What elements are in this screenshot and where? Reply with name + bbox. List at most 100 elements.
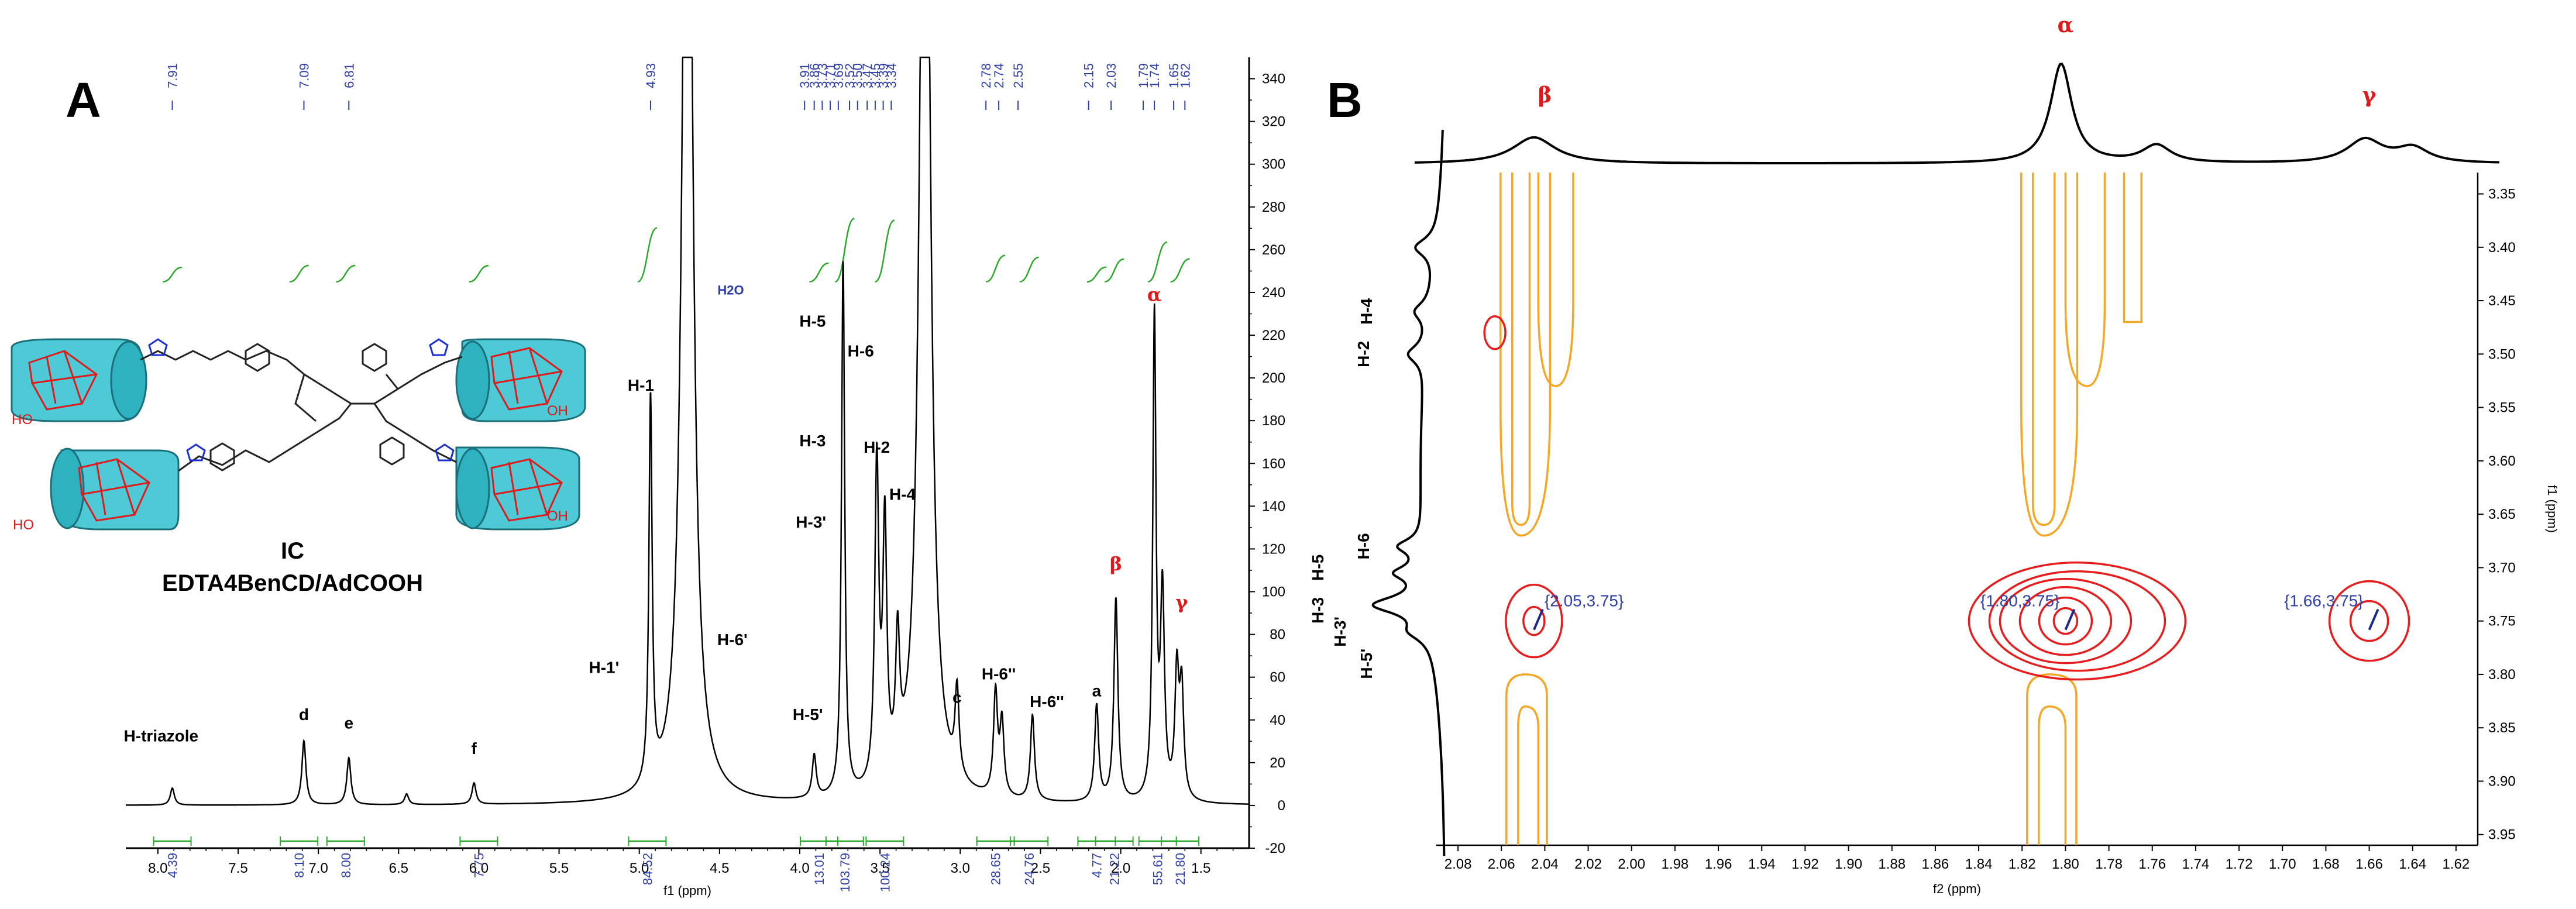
left-projection-label: H-2 <box>1354 341 1373 367</box>
peak-pick-value: 2.74 <box>992 63 1006 88</box>
integral-curve <box>809 262 829 283</box>
spectrum-a-axes: 8.0 7.5 7.0 6.5 6.0 5.5 5.0 4.5 4.0 3.5 3.0 2.5 2.0 1… <box>126 57 1285 898</box>
peak-assignment-label: H-3 <box>799 432 826 450</box>
peak-pick-value: 1.62 <box>1178 63 1192 88</box>
top-projection-label: γ <box>2362 83 2376 108</box>
x-tick-label: 8.0 <box>148 860 167 876</box>
y-tick-label: 300 <box>1262 157 1285 173</box>
y-tick-label: 200 <box>1262 370 1285 386</box>
integral-value: 8.10 <box>292 853 307 878</box>
cross-peak-label: {2.05,3.75} <box>1545 592 1624 610</box>
y-tick-label: 320 <box>1262 114 1285 130</box>
integral-curve <box>162 266 183 283</box>
x-tick-label: 1.90 <box>1835 856 1862 872</box>
integral-curve <box>985 254 1006 283</box>
y-tick-label: 3.95 <box>2488 827 2516 843</box>
x-tick-label: 1.5 <box>1191 860 1210 876</box>
peak-pick-value: 3.47 <box>860 63 875 88</box>
cross-peak-label: {1.80,3.75} <box>1980 592 2059 610</box>
integral-values: 4.39 8.10 8.00 7.75 84.52 13.01 103.79 100.24 28… <box>153 836 1200 892</box>
x-tick-label: 1.88 <box>1878 856 1906 872</box>
integral-value: 24.76 <box>1022 853 1037 885</box>
x-tick-label: 2.08 <box>1445 856 1472 872</box>
y-tick-label: 3.70 <box>2488 560 2516 576</box>
y-tick-label: 3.50 <box>2488 346 2516 362</box>
integral-curve <box>1086 266 1107 283</box>
x-tick-label: 7.5 <box>228 860 247 876</box>
cross-peak-labels: {2.05,3.75} {1.80,3.75} {1.66,3.75} <box>1533 592 2379 631</box>
top-projection-label: β <box>1538 83 1552 108</box>
integral-curve <box>637 227 658 283</box>
left-projection-label: H-4 <box>1357 298 1375 325</box>
peak-pick-value: 2.03 <box>1104 63 1119 88</box>
x-tick-label: 1.80 <box>2052 856 2079 872</box>
x-tick-label: 5.0 <box>630 860 649 876</box>
spectrum-trace-line <box>126 56 1249 806</box>
positive-contour <box>1483 315 1507 350</box>
y-tick-label: 3.40 <box>2488 240 2516 256</box>
peak-pick-value: 1.74 <box>1147 63 1162 88</box>
peak-assignment-label: e <box>344 714 353 732</box>
peak-assignment-label: H-5' <box>793 705 823 724</box>
spectrum-b-axes: 2.08 2.06 2.04 2.02 2.00 1.98 1.96 1.94 1.92 1.90… <box>1436 173 2560 896</box>
x-tick-label: 1.62 <box>2443 856 2470 872</box>
negative-contour <box>1537 173 1574 387</box>
y-tick-label: 160 <box>1262 456 1285 471</box>
x-tick-label: 1.78 <box>2095 856 2123 872</box>
panel-b-letter: B <box>1327 73 1363 128</box>
x-tick-label: 7.0 <box>308 860 328 876</box>
negative-contour <box>2032 173 2056 526</box>
positive-contour <box>2349 600 2389 642</box>
x-tick-label: 1.66 <box>2355 856 2383 872</box>
left-projection-label: H-5 <box>1309 555 1327 581</box>
complex-label-ic: IC <box>281 538 304 564</box>
positive-contour <box>2052 607 2079 635</box>
integral-value: 21.80 <box>1173 853 1188 885</box>
cross-peak-marker <box>2368 608 2379 631</box>
y-tick-label: 3.80 <box>2488 667 2516 683</box>
cyclodextrin-icon <box>455 446 580 531</box>
peak-assignment-label: H-1 <box>628 376 654 394</box>
peak-assignment-label: H-6' <box>717 631 748 649</box>
peak-assignment-label: H-4 <box>889 485 916 503</box>
x-tick-label: 1.68 <box>2312 856 2340 872</box>
peak-assignment-label: H-6'' <box>1030 693 1064 711</box>
y-tick-label: -20 <box>1265 841 1285 856</box>
integral-curve <box>834 218 855 283</box>
x-tick-label: 1.92 <box>1791 856 1819 872</box>
integral-curve <box>1147 241 1168 283</box>
peak-assignment-label: H-5 <box>799 312 826 330</box>
integral-curves <box>162 218 1190 283</box>
integral-value: 4.77 <box>1089 853 1104 878</box>
x-tick-label: 1.96 <box>1705 856 1732 872</box>
panel-a-letter: A <box>66 73 101 128</box>
positive-contour <box>2328 580 2410 662</box>
peak-assignment-label: H-1' <box>589 658 619 676</box>
y-tick-label: 3.65 <box>2488 507 2516 522</box>
top-projection-label: α <box>2058 13 2074 37</box>
peak-assignment-labels: H-triazole d e f H-1' H-1 H-6' H-5 H-6 H-3 H-2 H-4 H… <box>124 283 1189 758</box>
peak-pick-value: 3.86 <box>807 63 822 88</box>
complex-label-name: EDTA4BenCD/AdCOOH <box>162 570 423 596</box>
negative-contour <box>2123 173 2142 323</box>
negative-contour <box>2026 673 2078 845</box>
positive-contour <box>2038 596 2093 646</box>
positive-contour <box>1522 605 1546 636</box>
peak-pick-value: 3.39 <box>876 63 891 88</box>
peak-assignment-label: β <box>1110 553 1122 575</box>
hydroxyl-label-right-2: OH <box>547 508 568 524</box>
peak-pick-value: 3.71 <box>823 63 838 88</box>
x-tick-label: 2.04 <box>1531 856 1559 872</box>
peak-assignment-label: H-2 <box>864 438 890 456</box>
peak-pick-value: 3.91 <box>797 63 812 88</box>
positive-contour <box>1968 561 2187 681</box>
x-tick-label: 1.94 <box>1748 856 1776 872</box>
left-projection-label: H-6 <box>1354 533 1373 559</box>
x-tick-label: 1.72 <box>2226 856 2253 872</box>
y-tick-label: 0 <box>1278 798 1285 814</box>
integral-curve <box>336 264 356 283</box>
peak-pick-value: 3.52 <box>842 63 857 88</box>
integral-curve <box>1104 258 1124 283</box>
peak-pick-value: 3.73 <box>815 63 830 88</box>
peak-pick-value: 7.09 <box>297 63 311 88</box>
